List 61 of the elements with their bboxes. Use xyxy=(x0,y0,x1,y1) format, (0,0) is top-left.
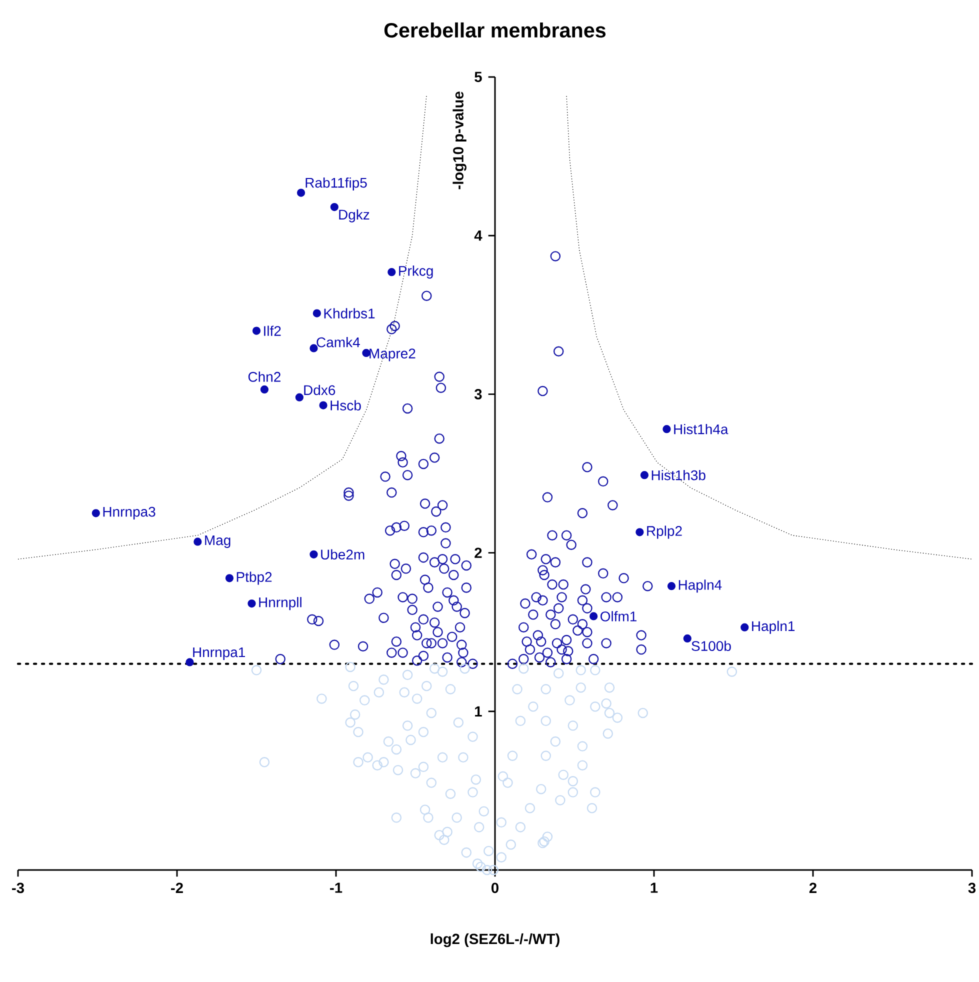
annotation: Khdrbs1 xyxy=(324,308,375,318)
annotation: Hscb xyxy=(330,400,361,410)
annotation: Ddx6 xyxy=(304,384,336,396)
annotation: Hnrnpll xyxy=(259,597,302,610)
annotation: Camk4 xyxy=(316,336,360,348)
point xyxy=(683,634,692,643)
x-tick-label: 3 xyxy=(968,882,976,894)
point xyxy=(295,393,304,402)
annotation: Hnrnpa1 xyxy=(193,647,245,660)
x-axis-title: log2 (SEZ6L-/-/WT) xyxy=(430,933,560,948)
y-tick-label: 5 xyxy=(474,72,482,82)
point xyxy=(312,309,321,318)
point xyxy=(388,268,396,276)
point xyxy=(310,344,318,352)
annotation: Prkcg xyxy=(399,266,433,279)
point xyxy=(740,623,749,632)
y-axis-title: -log10 p-value xyxy=(452,92,466,190)
annotation: Hist1h3b xyxy=(652,470,706,480)
annotation: Rab11fip5 xyxy=(306,177,367,191)
point xyxy=(662,425,671,434)
annotation: Ilf2 xyxy=(264,326,281,336)
point xyxy=(319,401,328,410)
annotation: S100b xyxy=(692,640,731,651)
annotation: Rplp2 xyxy=(647,526,682,539)
x-tick-label: -3 xyxy=(12,882,24,894)
point xyxy=(296,188,306,197)
x-tick-label: 2 xyxy=(809,882,816,893)
line-series xyxy=(566,96,972,560)
point xyxy=(310,550,318,558)
point xyxy=(640,471,649,480)
annotation: Hnrnpa3 xyxy=(103,506,156,520)
point xyxy=(248,599,256,608)
annotation: Hapln1 xyxy=(752,620,795,634)
point xyxy=(92,509,100,518)
x-tick-label: -1 xyxy=(330,882,342,893)
x-tick-label: 1 xyxy=(650,882,658,893)
point xyxy=(636,528,644,536)
annotation: Chn2 xyxy=(248,372,280,382)
y-tick-label: 2 xyxy=(474,548,482,558)
annotation: Mapre2 xyxy=(370,348,416,362)
annotation: Ube2m xyxy=(321,549,364,560)
annotation: Olfm1 xyxy=(600,611,636,622)
annotation: Hist1h4a xyxy=(674,424,728,434)
x-tick-label: 0 xyxy=(492,882,498,894)
point xyxy=(225,574,234,582)
point xyxy=(186,658,194,666)
point xyxy=(252,326,261,335)
y-tick-label: 4 xyxy=(474,230,482,241)
y-tick-label: 3 xyxy=(474,389,482,400)
point xyxy=(194,538,202,546)
point xyxy=(667,582,676,590)
point xyxy=(590,612,598,620)
x-tick-label: -2 xyxy=(171,882,183,893)
annotation: Dgkz xyxy=(339,209,370,222)
annotation: Ptbp2 xyxy=(236,572,272,585)
chart-title: Cerebellar membranes xyxy=(384,22,606,38)
annotation: Hapln4 xyxy=(678,580,722,593)
annotation: Mag xyxy=(205,535,230,548)
y-tick-label: 1 xyxy=(475,706,482,716)
point xyxy=(260,385,269,394)
point xyxy=(330,202,338,212)
